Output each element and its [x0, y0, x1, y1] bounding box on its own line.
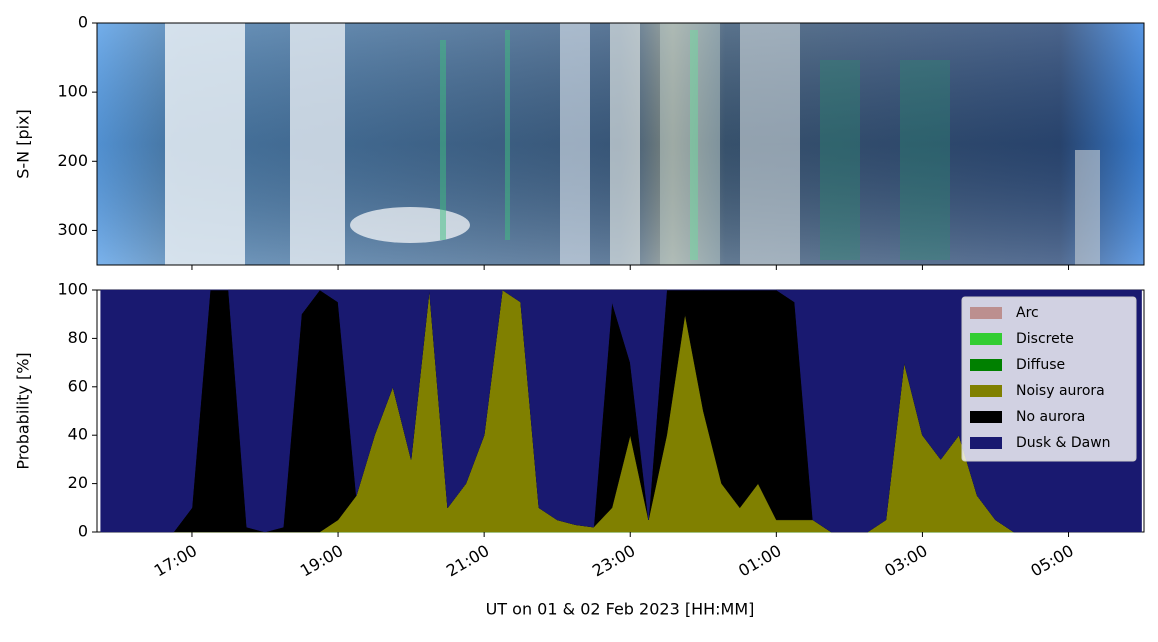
y-tick-label: 20 [68, 473, 88, 492]
legend-swatch [970, 307, 1002, 319]
x-tick-label: 23:00 [589, 541, 638, 581]
area [100, 289, 1142, 533]
x-tick-label: 19:00 [297, 541, 346, 581]
y-tick-label: 80 [68, 328, 88, 347]
legend-swatch [970, 411, 1002, 423]
axes-frame [96, 22, 1145, 266]
y-axis-label: S-N [pix] [14, 109, 33, 179]
legend-swatch [970, 437, 1002, 449]
y-tick-label: 100 [57, 280, 88, 299]
legend-label: Discrete [1016, 331, 1074, 347]
y-tick-label: 200 [57, 151, 88, 170]
legend-label: Diffuse [1016, 357, 1065, 373]
legend-label: Arc [1016, 305, 1039, 321]
keogram-image [97, 23, 1144, 265]
x-axis-label: UT on 01 & 02 Feb 2023 [HH:MM] [486, 600, 755, 619]
y-tick-label: 60 [68, 376, 88, 395]
x-tick-label: 17:00 [151, 541, 200, 581]
x-tick-label: 01:00 [735, 541, 784, 581]
x-tick-label: 03:00 [881, 541, 930, 581]
x-tick-label: 05:00 [1027, 541, 1076, 581]
x-tick-label: 21:00 [443, 541, 492, 581]
y-tick-label: 0 [78, 13, 88, 32]
y-tick-label: 300 [57, 220, 88, 239]
legend-swatch [970, 359, 1002, 371]
y-tick-label: 100 [57, 82, 88, 101]
legend-swatch [970, 333, 1002, 345]
legend-label: Noisy aurora [1016, 383, 1105, 399]
y-axis-label: Probability [%] [14, 352, 33, 469]
legend-box [961, 296, 1137, 462]
legend-swatch [970, 385, 1002, 397]
y-tick-label: 0 [78, 522, 88, 541]
y-tick-label: 40 [68, 425, 88, 444]
legend-label: No aurora [1016, 409, 1085, 425]
legend-label: Dusk & Dawn [1016, 435, 1111, 451]
